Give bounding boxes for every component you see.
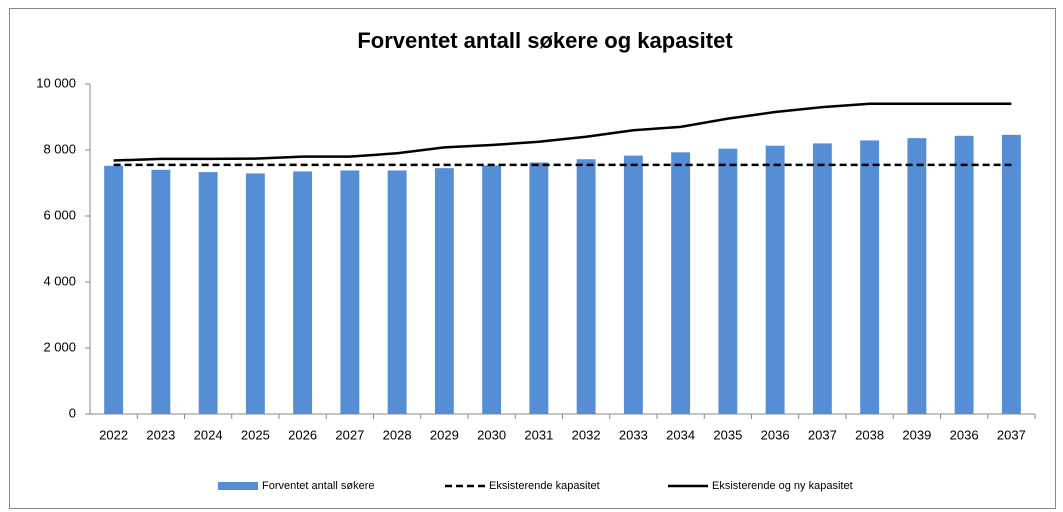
bar: [104, 165, 124, 414]
bar: [765, 145, 785, 414]
x-tick-label: 2039: [902, 427, 931, 442]
x-tick-label: 2037: [808, 427, 837, 442]
bar: [482, 165, 502, 414]
bar: [198, 172, 218, 414]
x-tick-label: 2033: [619, 427, 648, 442]
legend-label: Forventet antall søkere: [262, 480, 375, 492]
y-tick-label: 2 000: [43, 339, 76, 354]
bar: [812, 143, 832, 414]
x-tick-label: 2029: [430, 427, 459, 442]
legend-label: Eksisterende kapasitet: [489, 480, 600, 492]
y-tick-label: 6 000: [43, 207, 76, 222]
x-tick-label: 2024: [194, 427, 223, 442]
y-tick-label: 10 000: [36, 75, 76, 90]
x-tick-label: 2025: [241, 427, 270, 442]
x-tick-label: 2032: [572, 427, 601, 442]
bar: [907, 138, 927, 414]
legend-swatch: [218, 482, 258, 490]
x-tick-label: 2028: [383, 427, 412, 442]
x-tick-label: 2036: [950, 427, 979, 442]
x-tick-label: 2031: [524, 427, 553, 442]
x-tick-label: 2038: [855, 427, 884, 442]
bar: [623, 155, 643, 415]
bar: [576, 159, 596, 414]
x-tick-label: 2026: [288, 427, 317, 442]
y-tick-label: 0: [69, 405, 76, 420]
bar: [718, 148, 738, 414]
x-tick-label: 2034: [666, 427, 695, 442]
bar: [245, 173, 265, 414]
bar: [293, 171, 313, 414]
bar: [151, 169, 171, 414]
bar: [529, 162, 549, 414]
bar: [860, 140, 880, 414]
x-tick-label: 2023: [146, 427, 175, 442]
x-tick-label: 2035: [713, 427, 742, 442]
bar: [954, 135, 974, 414]
x-tick-label: 2022: [99, 427, 128, 442]
bar: [434, 168, 454, 414]
line: [113, 102, 1012, 162]
y-tick-label: 8 000: [43, 141, 76, 156]
x-tick-label: 2030: [477, 427, 506, 442]
bar: [340, 170, 360, 414]
x-tick-label: 2036: [761, 427, 790, 442]
y-tick-label: 4 000: [43, 273, 76, 288]
bar: [387, 170, 407, 414]
x-tick-label: 2027: [335, 427, 364, 442]
bar: [1001, 134, 1021, 414]
legend-label: Eksisterende og ny kapasitet: [712, 480, 853, 492]
bar: [671, 152, 691, 414]
x-tick-label: 2037: [997, 427, 1026, 442]
chart-title: Forventet antall søkere og kapasitet: [357, 28, 733, 53]
